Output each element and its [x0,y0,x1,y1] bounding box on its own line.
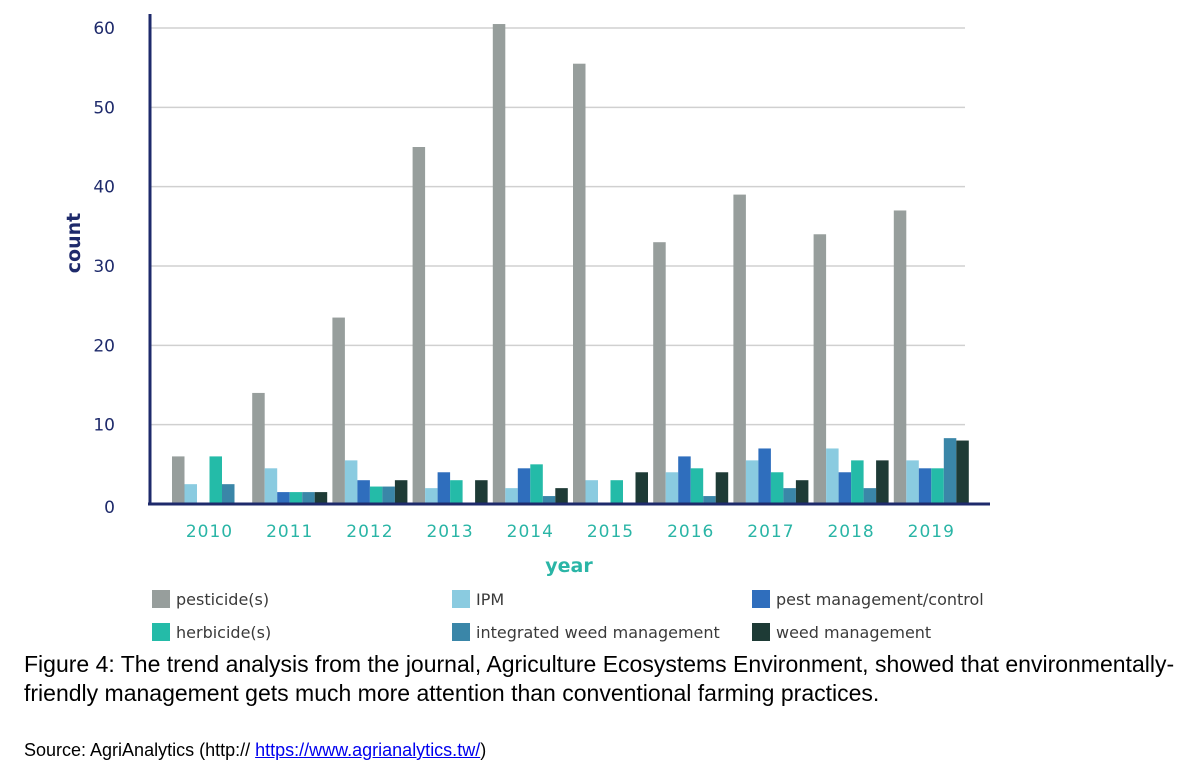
bar [715,472,729,504]
bar [209,456,222,504]
bar [585,480,598,504]
x-tick-label: 2016 [667,522,714,542]
y-tick-label: 50 [93,98,115,118]
bar [838,472,852,504]
bar [943,438,957,504]
source-suffix: ) [480,740,487,760]
bar [876,460,889,504]
legend-label: integrated weed management [476,623,720,642]
y-tick-label: 20 [93,336,115,356]
bar [542,496,556,504]
bar [703,496,716,504]
y-tick-label: 40 [93,178,115,198]
legend-swatch [152,623,170,641]
bar [758,448,771,504]
x-tick-label: 2018 [827,522,874,542]
bar [172,456,185,504]
bar [813,234,827,504]
bar [635,472,648,504]
legend-swatch [452,590,470,608]
bar [573,63,586,504]
legend-label: pest management/control [776,590,984,609]
x-tick-label: 2011 [266,522,313,542]
x-axis-title: year [545,555,593,577]
bar [745,460,759,504]
bar [450,480,463,504]
x-tick-label: 2012 [346,522,393,542]
bar [394,480,408,504]
bar [344,460,358,504]
bar [314,492,328,504]
bar [678,456,691,504]
bar [555,488,568,504]
figure-caption: Figure 4: The trend analysis from the jo… [24,651,1175,706]
source-line: Source: AgriAnalytics (http:// https://w… [24,740,486,761]
y-axis-title: count [63,213,85,273]
bar [665,472,679,504]
y-tick-label: 30 [93,257,115,277]
legend: pesticide(s) IPM pest management/control he… [152,590,984,642]
bar [826,448,839,504]
legend-swatch [452,623,470,641]
bar [918,468,932,504]
y-tick-label: 60 [93,19,115,39]
source-link[interactable]: https://www.agrianalytics.tw/ [255,740,481,760]
bar [332,317,345,504]
bar [795,480,809,504]
legend-swatch [752,590,770,608]
x-tick-label: 2017 [747,522,794,542]
bar [222,484,235,504]
bar [505,488,518,504]
legend-label: IPM [476,590,504,609]
bar [610,480,623,504]
bar [425,488,438,504]
bar [302,492,315,504]
bar [783,488,796,504]
bar-series [172,24,969,505]
bar [289,492,303,504]
legend-label: weed management [776,623,931,642]
bar [277,492,290,504]
bar [264,468,278,504]
bar [382,486,395,504]
legend-label: herbicide(s) [176,623,271,642]
bar [530,464,543,504]
bar [906,460,919,504]
y-tick-label: 0 [104,498,115,518]
x-tick-labels: 2010 2011 2012 2013 2014 2015 2016 2017 2018 2019 [186,522,955,542]
x-tick-label: 2013 [426,522,473,542]
bar [690,468,704,504]
bar [475,480,488,504]
bar [770,472,784,504]
bar [437,472,451,504]
bar [653,242,666,504]
bar [184,484,197,504]
bar [517,468,531,504]
legend-swatch [752,623,770,641]
gridlines [150,27,965,426]
bar [956,440,969,504]
x-tick-label: 2010 [186,522,233,542]
bar [893,210,907,504]
y-tick-labels: 0 10 20 30 40 50 60 [93,19,115,518]
x-tick-label: 2019 [908,522,955,542]
bar [492,24,506,505]
bar [733,194,746,504]
x-tick-label: 2015 [587,522,634,542]
bar [931,468,944,504]
bar [357,480,370,504]
legend-label: pesticide(s) [176,590,269,609]
x-tick-label: 2014 [507,522,554,542]
bar [851,460,864,504]
y-tick-label: 10 [93,416,115,436]
bar [412,147,426,504]
bar [863,488,877,504]
bar [369,486,383,504]
source-prefix: Source: AgriAnalytics (http:// [24,740,256,760]
legend-swatch [152,590,170,608]
bar [252,392,265,504]
